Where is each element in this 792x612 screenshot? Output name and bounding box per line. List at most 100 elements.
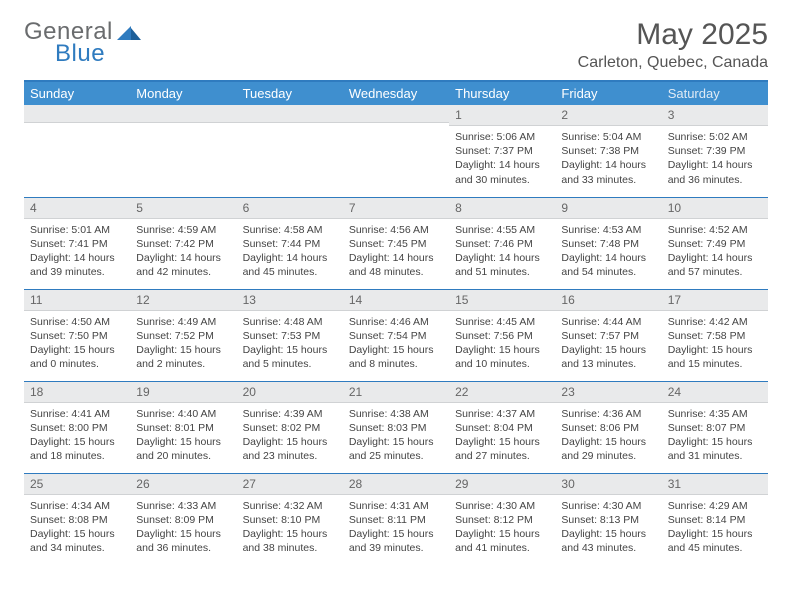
day-details: Sunrise: 4:48 AMSunset: 7:53 PMDaylight:… <box>237 311 343 374</box>
day-number: 26 <box>130 474 236 495</box>
calendar-day: 2Sunrise: 5:04 AMSunset: 7:38 PMDaylight… <box>555 105 661 197</box>
day-number <box>24 105 130 123</box>
logo-blue: Blue <box>55 40 105 68</box>
day-number <box>130 105 236 123</box>
day-number: 29 <box>449 474 555 495</box>
day-details: Sunrise: 4:44 AMSunset: 7:57 PMDaylight:… <box>555 311 661 374</box>
day-details: Sunrise: 4:34 AMSunset: 8:08 PMDaylight:… <box>24 495 130 558</box>
calendar-day: 23Sunrise: 4:36 AMSunset: 8:06 PMDayligh… <box>555 381 661 473</box>
month-title: May 2025 <box>578 18 768 52</box>
calendar-day: 12Sunrise: 4:49 AMSunset: 7:52 PMDayligh… <box>130 289 236 381</box>
day-details: Sunrise: 4:37 AMSunset: 8:04 PMDaylight:… <box>449 403 555 466</box>
calendar-day-empty <box>237 105 343 197</box>
calendar-day: 14Sunrise: 4:46 AMSunset: 7:54 PMDayligh… <box>343 289 449 381</box>
day-number: 5 <box>130 198 236 219</box>
weekday-tuesday: Tuesday <box>237 81 343 105</box>
weekday-friday: Friday <box>555 81 661 105</box>
calendar-day: 4Sunrise: 5:01 AMSunset: 7:41 PMDaylight… <box>24 197 130 289</box>
day-number: 22 <box>449 382 555 403</box>
day-details: Sunrise: 4:55 AMSunset: 7:46 PMDaylight:… <box>449 219 555 282</box>
calendar-day: 17Sunrise: 4:42 AMSunset: 7:58 PMDayligh… <box>662 289 768 381</box>
calendar-day: 24Sunrise: 4:35 AMSunset: 8:07 PMDayligh… <box>662 381 768 473</box>
title-block: May 2025 Carleton, Quebec, Canada <box>578 18 768 72</box>
calendar-day: 3Sunrise: 5:02 AMSunset: 7:39 PMDaylight… <box>662 105 768 197</box>
day-number: 10 <box>662 198 768 219</box>
calendar-header-row: SundayMondayTuesdayWednesdayThursdayFrid… <box>24 81 768 105</box>
day-number: 3 <box>662 105 768 126</box>
calendar-day: 31Sunrise: 4:29 AMSunset: 8:14 PMDayligh… <box>662 473 768 565</box>
day-number: 4 <box>24 198 130 219</box>
calendar-day: 25Sunrise: 4:34 AMSunset: 8:08 PMDayligh… <box>24 473 130 565</box>
calendar-day: 1Sunrise: 5:06 AMSunset: 7:37 PMDaylight… <box>449 105 555 197</box>
calendar-day: 22Sunrise: 4:37 AMSunset: 8:04 PMDayligh… <box>449 381 555 473</box>
weekday-monday: Monday <box>130 81 236 105</box>
day-details: Sunrise: 4:58 AMSunset: 7:44 PMDaylight:… <box>237 219 343 282</box>
day-number: 9 <box>555 198 661 219</box>
logo-mark-icon <box>117 22 143 47</box>
day-details: Sunrise: 4:33 AMSunset: 8:09 PMDaylight:… <box>130 495 236 558</box>
day-details: Sunrise: 4:59 AMSunset: 7:42 PMDaylight:… <box>130 219 236 282</box>
day-number <box>343 105 449 123</box>
day-details: Sunrise: 4:49 AMSunset: 7:52 PMDaylight:… <box>130 311 236 374</box>
day-number: 13 <box>237 290 343 311</box>
calendar-week: 1Sunrise: 5:06 AMSunset: 7:37 PMDaylight… <box>24 105 768 197</box>
calendar-day-empty <box>343 105 449 197</box>
logo: General Blue <box>24 18 145 47</box>
day-number: 6 <box>237 198 343 219</box>
calendar-day: 6Sunrise: 4:58 AMSunset: 7:44 PMDaylight… <box>237 197 343 289</box>
calendar-day: 20Sunrise: 4:39 AMSunset: 8:02 PMDayligh… <box>237 381 343 473</box>
day-number: 1 <box>449 105 555 126</box>
calendar-week: 18Sunrise: 4:41 AMSunset: 8:00 PMDayligh… <box>24 381 768 473</box>
day-details: Sunrise: 5:04 AMSunset: 7:38 PMDaylight:… <box>555 126 661 189</box>
day-number: 28 <box>343 474 449 495</box>
day-details: Sunrise: 4:41 AMSunset: 8:00 PMDaylight:… <box>24 403 130 466</box>
day-number: 17 <box>662 290 768 311</box>
weekday-wednesday: Wednesday <box>343 81 449 105</box>
day-number: 16 <box>555 290 661 311</box>
calendar-day: 28Sunrise: 4:31 AMSunset: 8:11 PMDayligh… <box>343 473 449 565</box>
calendar-day: 7Sunrise: 4:56 AMSunset: 7:45 PMDaylight… <box>343 197 449 289</box>
day-number: 24 <box>662 382 768 403</box>
calendar-day: 9Sunrise: 4:53 AMSunset: 7:48 PMDaylight… <box>555 197 661 289</box>
day-details: Sunrise: 4:39 AMSunset: 8:02 PMDaylight:… <box>237 403 343 466</box>
day-details: Sunrise: 4:29 AMSunset: 8:14 PMDaylight:… <box>662 495 768 558</box>
day-details: Sunrise: 4:32 AMSunset: 8:10 PMDaylight:… <box>237 495 343 558</box>
calendar-day-empty <box>130 105 236 197</box>
day-number: 8 <box>449 198 555 219</box>
day-number: 2 <box>555 105 661 126</box>
calendar-day: 5Sunrise: 4:59 AMSunset: 7:42 PMDaylight… <box>130 197 236 289</box>
day-details: Sunrise: 5:06 AMSunset: 7:37 PMDaylight:… <box>449 126 555 189</box>
day-number: 19 <box>130 382 236 403</box>
weekday-sunday: Sunday <box>24 81 130 105</box>
page-header: General Blue May 2025 Carleton, Quebec, … <box>24 18 768 72</box>
day-details: Sunrise: 5:02 AMSunset: 7:39 PMDaylight:… <box>662 126 768 189</box>
day-number <box>237 105 343 123</box>
day-details: Sunrise: 4:42 AMSunset: 7:58 PMDaylight:… <box>662 311 768 374</box>
calendar-day: 15Sunrise: 4:45 AMSunset: 7:56 PMDayligh… <box>449 289 555 381</box>
day-details: Sunrise: 5:01 AMSunset: 7:41 PMDaylight:… <box>24 219 130 282</box>
calendar-day: 13Sunrise: 4:48 AMSunset: 7:53 PMDayligh… <box>237 289 343 381</box>
day-details: Sunrise: 4:53 AMSunset: 7:48 PMDaylight:… <box>555 219 661 282</box>
calendar-day: 21Sunrise: 4:38 AMSunset: 8:03 PMDayligh… <box>343 381 449 473</box>
day-number: 31 <box>662 474 768 495</box>
calendar-day: 11Sunrise: 4:50 AMSunset: 7:50 PMDayligh… <box>24 289 130 381</box>
calendar-day: 26Sunrise: 4:33 AMSunset: 8:09 PMDayligh… <box>130 473 236 565</box>
calendar-day: 19Sunrise: 4:40 AMSunset: 8:01 PMDayligh… <box>130 381 236 473</box>
day-details: Sunrise: 4:30 AMSunset: 8:13 PMDaylight:… <box>555 495 661 558</box>
day-number: 21 <box>343 382 449 403</box>
calendar-week: 25Sunrise: 4:34 AMSunset: 8:08 PMDayligh… <box>24 473 768 565</box>
calendar-day: 27Sunrise: 4:32 AMSunset: 8:10 PMDayligh… <box>237 473 343 565</box>
weekday-thursday: Thursday <box>449 81 555 105</box>
day-number: 20 <box>237 382 343 403</box>
weekday-saturday: Saturday <box>662 81 768 105</box>
calendar-week: 4Sunrise: 5:01 AMSunset: 7:41 PMDaylight… <box>24 197 768 289</box>
day-details: Sunrise: 4:31 AMSunset: 8:11 PMDaylight:… <box>343 495 449 558</box>
calendar-day: 18Sunrise: 4:41 AMSunset: 8:00 PMDayligh… <box>24 381 130 473</box>
day-number: 18 <box>24 382 130 403</box>
day-details: Sunrise: 4:36 AMSunset: 8:06 PMDaylight:… <box>555 403 661 466</box>
day-number: 12 <box>130 290 236 311</box>
day-number: 15 <box>449 290 555 311</box>
day-details: Sunrise: 4:46 AMSunset: 7:54 PMDaylight:… <box>343 311 449 374</box>
calendar-day: 16Sunrise: 4:44 AMSunset: 7:57 PMDayligh… <box>555 289 661 381</box>
day-details: Sunrise: 4:56 AMSunset: 7:45 PMDaylight:… <box>343 219 449 282</box>
